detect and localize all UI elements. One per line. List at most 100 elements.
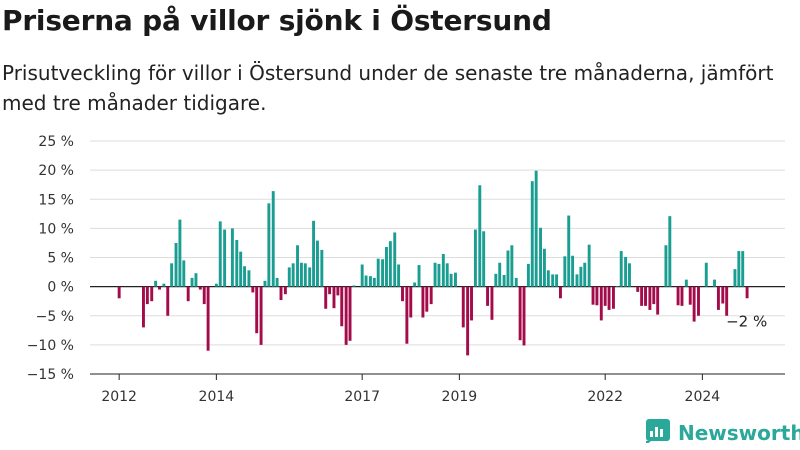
y-tick-label: 5 %: [47, 251, 74, 267]
bar: [539, 227, 542, 287]
bar: [243, 266, 247, 287]
bar: [320, 249, 324, 287]
bar: [259, 286, 263, 345]
bar: [348, 286, 352, 341]
last-value-label: −2 %: [726, 312, 767, 330]
bar: [275, 277, 279, 287]
bar: [214, 283, 218, 287]
bar: [559, 286, 562, 299]
bar: [688, 286, 692, 305]
bar: [526, 263, 530, 287]
bar: [482, 231, 486, 287]
bar: [417, 265, 421, 287]
bar: [741, 251, 745, 287]
bar: [648, 286, 652, 310]
bar: [218, 221, 222, 287]
bar: [611, 286, 615, 309]
bar: [429, 286, 433, 305]
bar: [716, 286, 720, 310]
bar: [721, 286, 725, 304]
bar: [299, 262, 303, 287]
bar: [352, 285, 356, 287]
bar: [656, 286, 660, 315]
bar: [332, 286, 336, 309]
bar: [142, 286, 145, 328]
bar: [291, 263, 295, 287]
x-tick-label: 2017: [344, 389, 380, 405]
bar: [303, 263, 307, 287]
bar: [466, 286, 470, 356]
bar: [385, 247, 388, 287]
bar: [697, 286, 700, 316]
bar: [494, 273, 498, 287]
chart-subtitle: Prisutveckling för villor i Östersund un…: [2, 61, 774, 115]
bar: [397, 264, 401, 287]
bar: [401, 286, 404, 302]
bar: [441, 254, 445, 287]
bar: [461, 286, 465, 328]
y-tick-label: 0 %: [47, 280, 74, 296]
bar: [117, 286, 121, 299]
bar: [162, 283, 166, 287]
bar: [713, 279, 716, 287]
bar: [154, 280, 158, 287]
bar: [737, 251, 741, 287]
brand-name: Newsworthy: [678, 421, 800, 445]
bar: [409, 286, 413, 318]
bar: [255, 286, 259, 334]
bar: [393, 232, 397, 287]
bar: [575, 274, 579, 287]
bar: [178, 219, 182, 287]
x-axis: 2012 2014 2017 2019 2022 2024: [90, 373, 785, 405]
bar: [186, 286, 190, 302]
bar: [640, 286, 644, 306]
bar: [704, 262, 708, 287]
bar: [340, 286, 344, 327]
bar: [421, 286, 425, 318]
bar: [571, 255, 575, 287]
bar: [567, 215, 571, 287]
bar: [498, 262, 502, 287]
bar: [603, 286, 607, 306]
bar: [158, 286, 161, 290]
y-tick-label: −10 %: [27, 338, 74, 354]
bar: [591, 286, 595, 305]
bar: [194, 273, 198, 287]
bar: [725, 286, 729, 316]
bar: [364, 275, 368, 287]
bar: [530, 181, 534, 287]
bars: [117, 170, 749, 356]
bar: [684, 279, 688, 287]
bar: [502, 274, 506, 287]
bar: [615, 286, 619, 287]
bar: [733, 269, 737, 287]
bar: [555, 274, 559, 287]
brand-logo[interactable]: Newsworthy: [646, 419, 800, 447]
bar: [263, 280, 267, 287]
bar: [599, 286, 603, 321]
x-tick-label: 2019: [442, 389, 478, 405]
bar: [473, 229, 477, 287]
bar: [542, 248, 546, 287]
bar: [372, 277, 376, 287]
bar: [490, 286, 494, 320]
bar: [664, 245, 668, 287]
bar: [433, 262, 437, 287]
bar: [316, 240, 319, 287]
bar: [170, 263, 174, 287]
x-tick-label: 2012: [101, 389, 137, 405]
bar: [445, 263, 449, 287]
newsworthy-logo-icon: [646, 419, 670, 447]
bar: [230, 228, 234, 287]
bar: [486, 286, 490, 306]
bar: [470, 286, 473, 321]
bar: [624, 256, 628, 287]
chart-title: Priserna på villor sjönk i Östersund: [2, 4, 552, 37]
bar: [628, 263, 631, 287]
bar: [506, 250, 510, 287]
bar: [198, 286, 202, 290]
bar: [745, 286, 749, 299]
bar: [239, 251, 243, 287]
bar: [587, 244, 591, 287]
bar: [247, 270, 251, 287]
